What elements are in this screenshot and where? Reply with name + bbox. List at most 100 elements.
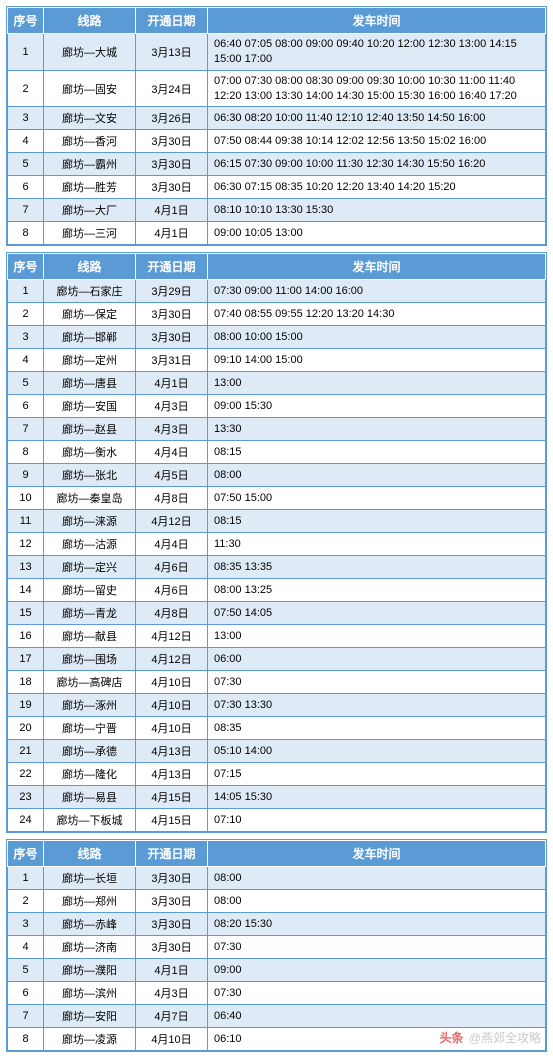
cell-date: 4月3日	[136, 418, 208, 441]
cell-idx: 23	[8, 786, 44, 809]
cell-idx: 1	[8, 34, 44, 71]
watermark: 头条 @燕郊全攻略	[439, 1029, 541, 1046]
col-header-times: 发车时间	[208, 254, 546, 280]
cell-date: 3月30日	[136, 913, 208, 936]
cell-idx: 13	[8, 556, 44, 579]
table-row: 9廊坊—张北4月5日08:00	[8, 464, 546, 487]
cell-date: 4月1日	[136, 199, 208, 222]
cell-route: 廊坊—涿州	[44, 694, 136, 717]
cell-idx: 16	[8, 625, 44, 648]
table-row: 3廊坊—邯郸3月30日08:00 10:00 15:00	[8, 326, 546, 349]
cell-date: 4月1日	[136, 959, 208, 982]
cell-route: 廊坊—唐县	[44, 372, 136, 395]
cell-date: 3月30日	[136, 153, 208, 176]
table-row: 2廊坊—郑州3月30日08:00	[8, 890, 546, 913]
cell-route: 廊坊—易县	[44, 786, 136, 809]
cell-times: 07:10	[208, 809, 546, 832]
cell-times: 13:30	[208, 418, 546, 441]
cell-times: 06:40 07:05 08:00 09:00 09:40 10:20 12:0…	[208, 34, 546, 71]
cell-times: 09:00 15:30	[208, 395, 546, 418]
cell-idx: 7	[8, 199, 44, 222]
cell-idx: 8	[8, 441, 44, 464]
cell-idx: 1	[8, 280, 44, 303]
schedule-page: 序号线路开通日期发车时间1廊坊—大城3月13日06:40 07:05 08:00…	[0, 6, 553, 1052]
cell-times: 07:40 08:55 09:55 12:20 13:20 14:30	[208, 303, 546, 326]
cell-times: 08:35	[208, 717, 546, 740]
table-row: 6廊坊—滨州4月3日07:30	[8, 982, 546, 1005]
cell-route: 廊坊—宁晋	[44, 717, 136, 740]
cell-date: 4月15日	[136, 809, 208, 832]
cell-idx: 7	[8, 1005, 44, 1028]
table-row: 20廊坊—宁晋4月10日08:35	[8, 717, 546, 740]
cell-route: 廊坊—涞源	[44, 510, 136, 533]
cell-times: 07:50 15:00	[208, 487, 546, 510]
schedule-table: 序号线路开通日期发车时间1廊坊—大城3月13日06:40 07:05 08:00…	[6, 6, 547, 246]
table-row: 12廊坊—沽源4月4日11:30	[8, 533, 546, 556]
table-row: 7廊坊—大厂4月1日08:10 10:10 13:30 15:30	[8, 199, 546, 222]
col-header-route: 线路	[44, 8, 136, 34]
table-row: 4廊坊—香河3月30日07:50 08:44 09:38 10:14 12:02…	[8, 130, 546, 153]
cell-date: 3月30日	[136, 130, 208, 153]
cell-times: 07:30 09:00 11:00 14:00 16:00	[208, 280, 546, 303]
col-header-idx: 序号	[8, 8, 44, 34]
cell-idx: 3	[8, 913, 44, 936]
cell-date: 3月30日	[136, 303, 208, 326]
cell-idx: 4	[8, 936, 44, 959]
cell-times: 08:00	[208, 867, 546, 890]
table-row: 23廊坊—易县4月15日14:05 15:30	[8, 786, 546, 809]
table-row: 19廊坊—涿州4月10日07:30 13:30	[8, 694, 546, 717]
cell-idx: 2	[8, 70, 44, 107]
table-row: 21廊坊—承德4月13日05:10 14:00	[8, 740, 546, 763]
cell-times: 08:15	[208, 441, 546, 464]
cell-times: 08:10 10:10 13:30 15:30	[208, 199, 546, 222]
cell-idx: 3	[8, 107, 44, 130]
col-header-idx: 序号	[8, 254, 44, 280]
cell-times: 08:35 13:35	[208, 556, 546, 579]
cell-date: 4月10日	[136, 1028, 208, 1051]
cell-times: 07:50 14:05	[208, 602, 546, 625]
cell-route: 廊坊—大厂	[44, 199, 136, 222]
table-row: 8廊坊—三河4月1日09:00 10:05 13:00	[8, 222, 546, 245]
cell-times: 13:00	[208, 372, 546, 395]
table-row: 24廊坊—下板城4月15日07:10	[8, 809, 546, 832]
table-row: 8廊坊—衡水4月4日08:15	[8, 441, 546, 464]
cell-times: 07:15	[208, 763, 546, 786]
cell-date: 4月6日	[136, 579, 208, 602]
table-row: 5廊坊—唐县4月1日13:00	[8, 372, 546, 395]
cell-route: 廊坊—隆化	[44, 763, 136, 786]
cell-date: 4月10日	[136, 717, 208, 740]
cell-idx: 17	[8, 648, 44, 671]
table-row: 17廊坊—围场4月12日06:00	[8, 648, 546, 671]
cell-date: 3月30日	[136, 890, 208, 913]
cell-date: 4月12日	[136, 510, 208, 533]
cell-idx: 19	[8, 694, 44, 717]
cell-date: 3月24日	[136, 70, 208, 107]
cell-times: 08:00	[208, 890, 546, 913]
table-row: 7廊坊—安阳4月7日06:40	[8, 1005, 546, 1028]
cell-times: 06:30 08:20 10:00 11:40 12:10 12:40 13:5…	[208, 107, 546, 130]
cell-idx: 8	[8, 222, 44, 245]
cell-times: 09:00	[208, 959, 546, 982]
cell-idx: 22	[8, 763, 44, 786]
cell-times: 08:00 13:25	[208, 579, 546, 602]
col-header-date: 开通日期	[136, 841, 208, 867]
table-row: 1廊坊—大城3月13日06:40 07:05 08:00 09:00 09:40…	[8, 34, 546, 71]
cell-date: 4月3日	[136, 982, 208, 1005]
cell-times: 07:30	[208, 936, 546, 959]
cell-date: 4月12日	[136, 648, 208, 671]
watermark-text: @燕郊全攻略	[469, 1031, 541, 1045]
cell-route: 廊坊—赵县	[44, 418, 136, 441]
cell-date: 4月8日	[136, 602, 208, 625]
cell-idx: 15	[8, 602, 44, 625]
cell-route: 廊坊—赤峰	[44, 913, 136, 936]
cell-times: 11:30	[208, 533, 546, 556]
table-row: 18廊坊—高碑店4月10日07:30	[8, 671, 546, 694]
table-row: 7廊坊—赵县4月3日13:30	[8, 418, 546, 441]
cell-route: 廊坊—濮阳	[44, 959, 136, 982]
table-row: 4廊坊—定州3月31日09:10 14:00 15:00	[8, 349, 546, 372]
cell-idx: 4	[8, 349, 44, 372]
cell-route: 廊坊—济南	[44, 936, 136, 959]
cell-idx: 7	[8, 418, 44, 441]
cell-times: 07:30	[208, 671, 546, 694]
schedule-table: 序号线路开通日期发车时间1廊坊—长垣3月30日08:002廊坊—郑州3月30日0…	[6, 839, 547, 1052]
